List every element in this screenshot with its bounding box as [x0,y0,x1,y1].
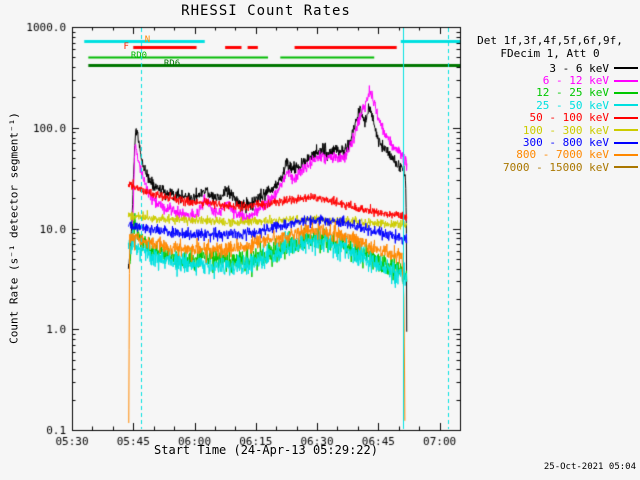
legend-line-swatch [614,91,638,94]
legend-line-swatch [614,153,638,156]
legend-item: 25 - 50 keV [462,98,638,112]
legend-line-swatch [614,141,638,144]
legend-item: 3 - 6 keV [462,61,638,75]
legend: Det 1f,3f,4f,5f,6f,9f, FDecim 1, Att 0 3… [462,34,638,174]
legend-item-label: 12 - 25 keV [536,86,609,100]
legend-item: 7000 - 15000 keV [462,160,638,174]
legend-item-label: 50 - 100 keV [529,111,609,125]
x-axis-label: Start Time (24-Apr-13 05:29:22) [154,443,378,457]
flag-label-rd6: RD6 [163,59,181,69]
creation-timestamp: 25-Oct-2021 05:04 [543,462,636,472]
legend-item-label: 800 - 7000 keV [516,148,609,162]
legend-line-swatch [614,166,638,169]
legend-line-swatch [614,104,638,107]
flag-label-f: F [123,42,129,52]
legend-item: 6 - 12 keV [462,74,638,88]
legend-line-swatch [614,116,638,119]
legend-header-line-2: FDecim 1, Att 0 [500,47,600,60]
legend-item: 100 - 300 keV [462,123,638,137]
legend-item-label: 25 - 50 keV [536,98,609,112]
legend-line-swatch [614,79,638,82]
legend-item: 12 - 25 keV [462,86,638,100]
legend-item-label: 100 - 300 keV [522,123,609,137]
flag-label-rd0: RD0 [130,51,148,61]
legend-item: 800 - 7000 keV [462,148,638,162]
legend-line-swatch [614,67,638,70]
legend-item-label: 7000 - 15000 keV [503,160,609,174]
y-axis-label: Count Rate (s⁻¹ detector segment⁻¹) [7,112,21,344]
legend-item-label: 3 - 6 keV [549,61,609,75]
legend-items: 3 - 6 keV 6 - 12 keV 12 - 25 keV 25 - 50 ke… [462,62,638,174]
legend-item: 50 - 100 keV [462,111,638,125]
chart-title: RHESSI Count Rates [181,3,351,19]
legend-line-swatch [614,129,638,132]
legend-item: 300 - 800 keV [462,136,638,150]
flag-label-n: N [144,35,151,45]
legend-item-label: 300 - 800 keV [522,136,609,150]
legend-header-line-1: Det 1f,3f,4f,5f,6f,9f, [477,34,623,47]
legend-item-label: 6 - 12 keV [542,74,609,88]
